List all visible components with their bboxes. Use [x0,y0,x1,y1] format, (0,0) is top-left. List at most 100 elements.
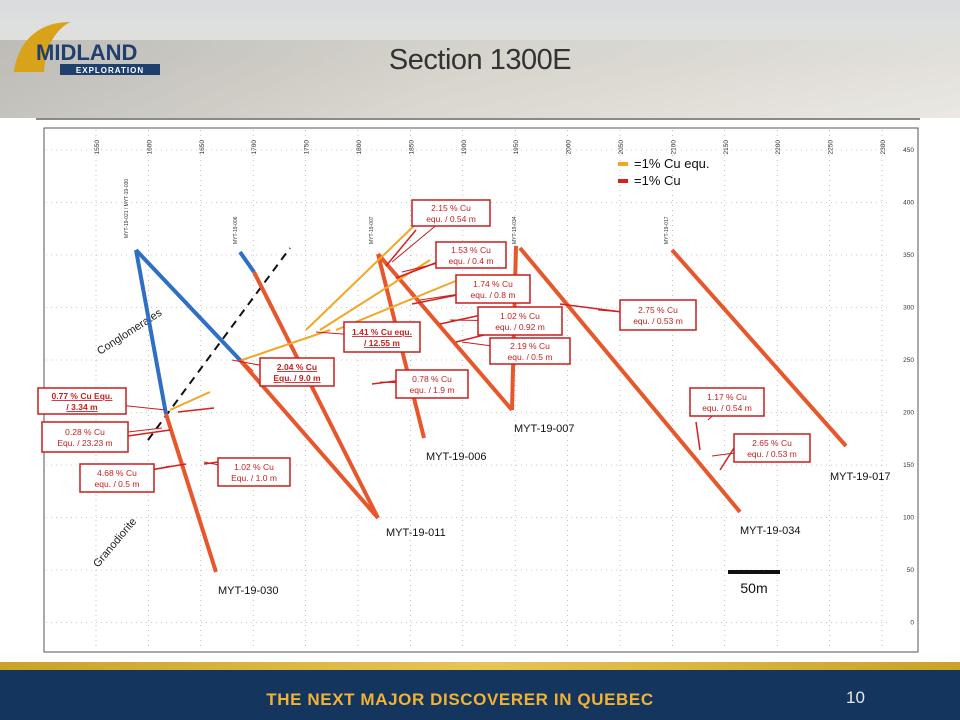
callout-box [689,387,765,417]
collar-tag: MYT-19-017 [664,216,670,244]
legend: =1% Cu equ. =1% Cu [618,156,710,188]
collar-tags: MYT-19-021 / MYT-19-030 MYT-19-006 MYT-1… [124,179,670,244]
page-title: Section 1300E [388,44,572,76]
callout-line-2: equ. / 0.5 m [508,352,553,362]
hole-label-myt-19-007: MYT-19-007 [514,423,575,435]
footer-bar [0,670,960,720]
footer-tagline: THE NEXT MAJOR DISCOVERER IN QUEBEC [266,690,654,709]
hole-trace [670,248,848,448]
callout-line-1: 0.78 % Cu [412,374,452,384]
callout-box [489,337,571,365]
x-tick-label: 1850 [408,140,415,155]
y-tick-label: 0 [910,620,914,627]
callout-line-1: 1.02 % Cu [500,311,540,321]
y-tick-label: 350 [903,252,914,259]
callout-line-1: 4.68 % Cu [97,468,137,478]
x-tick-label: 2000 [566,140,573,155]
legend-label-cu: =1% Cu [634,173,681,188]
drill-section-diagram: 1550 1600 1650 1700 1750 1800 1850 1900 1950 2000… [37,127,919,653]
callout-line-2: equ. / 1.9 m [410,385,455,395]
callout-line-2: Equ. / 9.0 m [273,373,321,383]
callout-line-1: 1.02 % Cu [234,462,274,472]
y-tick-label: 400 [903,200,914,207]
assay-callout: 1.41 % Cu equ./ 12.55 m [315,321,421,353]
drill-hole-myt-19-017 [670,248,848,448]
callout-line-2: equ. / 0.54 m [702,403,752,413]
assay-callout: 0.77 % Cu Equ./ 3.34 m [37,387,167,415]
geological-contact-line [147,247,291,441]
callout-box [259,357,335,387]
callout-line-2: equ. / 0.53 m [747,449,797,459]
header-divider [36,118,920,120]
header-banner [0,0,960,118]
callout-line-1: 0.77 % Cu Equ. [52,391,113,401]
scale-bar: 50m [728,570,780,596]
hole-trace-upper [238,250,256,274]
callout-line-1: 2.15 % Cu [431,203,471,213]
callout-box [37,387,127,415]
hole-label-myt-19-034: MYT-19-034 [740,525,801,537]
x-tick-label: 2100 [670,140,677,155]
page-number: 10 [846,688,865,707]
y-tick-label: 150 [903,462,914,469]
x-tick-label: 1550 [94,140,101,155]
callout-box [455,274,531,304]
legend-swatch-cu [618,179,628,183]
footer-accent-bar [0,662,960,670]
scale-bar-line [728,570,780,574]
callout-line-1: 0.28 % Cu [65,427,105,437]
logo-text-sub: EXPLORATION [76,66,144,75]
callout-line-1: 2.04 % Cu [277,362,317,372]
callout-line-1: 2.19 % Cu [510,341,550,351]
x-tick-label: 1600 [146,140,153,155]
hole-label-myt-19-006: MYT-19-006 [426,451,487,463]
collar-tag: MYT-19-006 [233,216,239,244]
callout-line-1: 2.65 % Cu [752,438,792,448]
legend-swatch-cu-equ [618,162,628,166]
callout-line-2: equ. / 0.92 m [495,322,545,332]
hole-trace-lower [252,271,380,519]
x-axis-ticks: 1550 1600 1650 1700 1750 1800 1850 1900 1950 2000… [94,140,887,155]
x-tick-label: 1900 [461,140,468,155]
callout-line-1: 1.17 % Cu [707,392,747,402]
x-tick-label: 1750 [304,140,311,155]
y-tick-label: 200 [903,410,914,417]
x-tick-label: 1800 [356,140,363,155]
hole-trace-upper [134,249,168,415]
callout-line-2: Equ. / 1.0 m [231,473,277,483]
banner-photo-background [0,40,960,118]
callout-line-2: Equ. / 23.23 m [57,438,112,448]
collar-tag: MYT-19-007 [369,216,375,244]
y-axis-ticks: 450 400 350 300 250 200 150 100 50 0 [903,147,914,627]
callout-line-2: equ. / 0.5 m [95,479,140,489]
callout-line-2: / 12.55 m [364,338,400,348]
y-tick-label: 100 [903,515,914,522]
callout-box [477,306,563,336]
x-tick-label: 1950 [513,140,520,155]
callout-line-1: 1.74 % Cu [473,279,513,289]
x-tick-label: 2300 [880,140,887,155]
callout-box [619,299,697,331]
callout-line-2: equ. / 0.53 m [633,316,683,326]
x-tick-label: 2150 [723,140,730,155]
hole-trace-myt-19-021 [134,248,242,362]
x-tick-label: 1650 [199,140,206,155]
collar-tag: MYT-19-021 / MYT-19-030 [124,179,130,238]
callout-box [411,199,491,227]
callout-box [395,369,469,399]
callout-line-2: equ. / 0.54 m [426,214,476,224]
callout-box [343,321,421,353]
y-tick-label: 450 [903,147,914,154]
hole-trace-lower [164,413,218,573]
callout-line-1: 1.53 % Cu [451,245,491,255]
